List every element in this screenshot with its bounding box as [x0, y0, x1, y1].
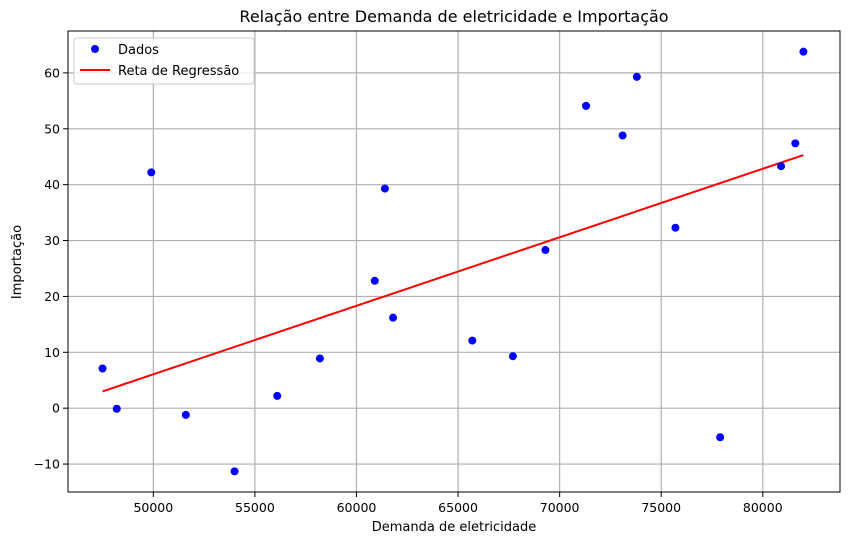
- data-point: [468, 336, 477, 345]
- y-tick-label: 60: [44, 65, 60, 80]
- legend-label-dados: Dados: [118, 43, 159, 58]
- plot-frame: [67, 30, 841, 493]
- x-tick-label: 80000: [743, 500, 783, 515]
- legend: Dados Reta de Regressão: [73, 37, 255, 85]
- data-point: [716, 433, 725, 442]
- data-point: [671, 223, 680, 232]
- data-point: [791, 139, 800, 148]
- x-axis-label: Demanda de eletricidade: [372, 520, 537, 535]
- legend-box: [73, 37, 255, 85]
- data-point: [777, 162, 786, 171]
- grid: [68, 31, 840, 492]
- x-tick-label: 55000: [235, 500, 275, 515]
- x-tick-label: 65000: [438, 500, 478, 515]
- x-tick-label: 50000: [133, 500, 173, 515]
- data-point: [541, 246, 550, 255]
- data-point: [380, 184, 389, 193]
- data-point: [508, 352, 517, 361]
- x-axis-ticks: 50000 55000 60000 65000 70000 75000 80000: [133, 492, 783, 515]
- chart-title: Relação entre Demanda de eletricidade e …: [239, 7, 668, 26]
- data-point: [98, 364, 107, 373]
- data-point: [230, 467, 239, 476]
- data-point: [799, 47, 808, 56]
- x-tick-label: 70000: [540, 500, 580, 515]
- data-point: [370, 276, 379, 285]
- y-tick-label: 20: [44, 289, 60, 304]
- y-tick-label: 30: [44, 233, 60, 248]
- y-tick-label: 0: [52, 401, 60, 416]
- data-point: [618, 131, 627, 140]
- y-tick-label: 40: [44, 177, 60, 192]
- x-tick-label: 60000: [337, 500, 377, 515]
- scatter-points: [98, 47, 808, 476]
- regression-line: [102, 154, 804, 393]
- regression-line-group: [102, 154, 804, 393]
- data-point: [315, 354, 324, 363]
- data-point: [389, 313, 398, 322]
- y-axis-ticks: −10 0 10 20 30 40 50 60: [34, 65, 68, 472]
- legend-label-regressao: Reta de Regressão: [118, 64, 239, 79]
- y-tick-label: 10: [44, 345, 60, 360]
- y-tick-label: 50: [44, 121, 60, 136]
- data-point: [582, 101, 591, 110]
- y-tick-label: −10: [34, 457, 60, 472]
- data-point: [112, 404, 121, 413]
- legend-marker-dados: [91, 45, 99, 53]
- data-point: [632, 72, 641, 81]
- x-tick-label: 75000: [641, 500, 681, 515]
- y-axis-label: Importação: [10, 225, 25, 299]
- data-point: [181, 410, 190, 419]
- data-point: [273, 391, 282, 400]
- data-point: [147, 168, 156, 177]
